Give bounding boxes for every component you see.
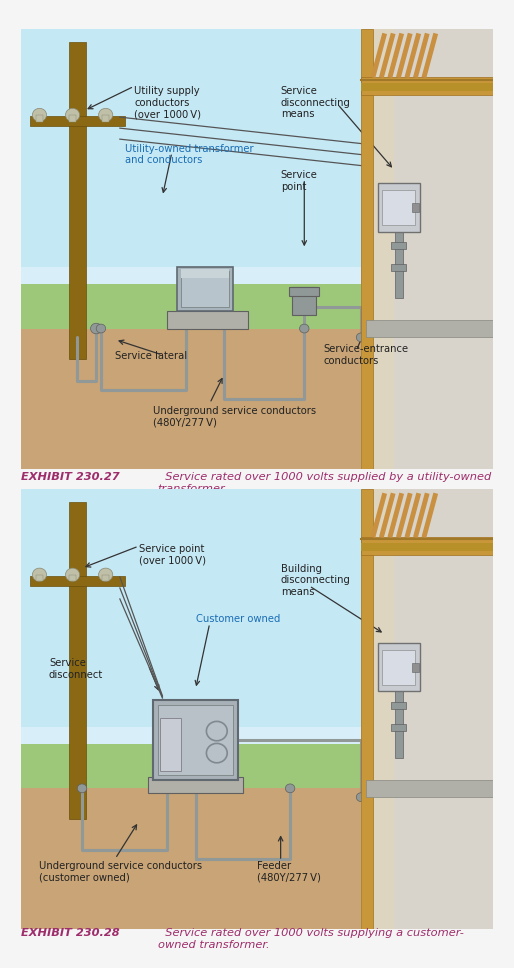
Bar bbox=[21, 29, 493, 285]
Bar bbox=[153, 700, 238, 779]
Bar bbox=[21, 727, 493, 744]
Bar bbox=[30, 116, 124, 126]
Bar bbox=[361, 489, 373, 929]
Bar bbox=[391, 242, 407, 249]
Bar bbox=[289, 287, 319, 295]
Bar bbox=[35, 575, 43, 582]
Bar bbox=[148, 777, 243, 793]
Circle shape bbox=[90, 323, 102, 334]
Bar bbox=[361, 489, 493, 929]
Circle shape bbox=[356, 333, 366, 342]
Bar bbox=[160, 718, 181, 771]
Circle shape bbox=[99, 568, 113, 582]
Bar bbox=[361, 537, 493, 555]
Bar bbox=[361, 77, 493, 95]
Bar bbox=[21, 285, 493, 328]
Bar bbox=[391, 724, 407, 731]
Text: Utility-owned transformer
and conductors: Utility-owned transformer and conductors bbox=[124, 143, 253, 166]
Text: Service lateral: Service lateral bbox=[115, 350, 187, 360]
Bar bbox=[181, 271, 229, 307]
Bar bbox=[30, 576, 124, 586]
Bar bbox=[167, 311, 248, 328]
Bar bbox=[378, 183, 420, 231]
Circle shape bbox=[65, 108, 80, 122]
Circle shape bbox=[285, 784, 295, 793]
Circle shape bbox=[77, 784, 87, 793]
Text: Service
disconnecting
means: Service disconnecting means bbox=[281, 86, 351, 119]
Bar bbox=[21, 788, 493, 929]
Text: Service
point: Service point bbox=[281, 170, 318, 192]
Bar bbox=[412, 203, 419, 212]
Circle shape bbox=[356, 793, 366, 802]
Circle shape bbox=[32, 568, 47, 582]
Text: Service rated over 1000 volts supplied by a utility-owned
transformer.: Service rated over 1000 volts supplied b… bbox=[158, 472, 491, 494]
Bar bbox=[177, 267, 233, 311]
Text: Service point
(over 1000 V): Service point (over 1000 V) bbox=[139, 544, 206, 565]
Circle shape bbox=[65, 568, 80, 582]
Text: Feeder
(480Y/277 V): Feeder (480Y/277 V) bbox=[257, 861, 321, 883]
Text: EXHIBIT 230.28: EXHIBIT 230.28 bbox=[21, 928, 119, 938]
Bar bbox=[395, 229, 402, 298]
Bar bbox=[382, 650, 415, 684]
Bar bbox=[395, 689, 402, 758]
Bar bbox=[102, 575, 109, 582]
Bar bbox=[361, 83, 493, 91]
Bar bbox=[292, 287, 316, 316]
Bar bbox=[69, 502, 86, 819]
Bar bbox=[361, 29, 373, 469]
Bar bbox=[394, 489, 493, 929]
Bar bbox=[69, 43, 86, 359]
Text: Service rated over 1000 volts supplying a customer-
owned transformer.: Service rated over 1000 volts supplying … bbox=[158, 928, 464, 950]
Text: Building
disconnecting
means: Building disconnecting means bbox=[281, 563, 351, 597]
Bar bbox=[366, 319, 493, 337]
Bar bbox=[21, 489, 493, 744]
Bar bbox=[21, 267, 493, 285]
Circle shape bbox=[99, 108, 113, 122]
Text: Underground service conductors
(customer owned): Underground service conductors (customer… bbox=[40, 861, 203, 883]
Text: Utility supply
conductors
(over 1000 V): Utility supply conductors (over 1000 V) bbox=[134, 86, 201, 119]
Circle shape bbox=[300, 324, 309, 333]
Bar bbox=[382, 190, 415, 225]
Text: EXHIBIT 230.27: EXHIBIT 230.27 bbox=[21, 472, 119, 482]
Bar bbox=[391, 702, 407, 709]
Bar bbox=[361, 543, 493, 551]
Bar bbox=[35, 115, 43, 122]
Text: Customer owned: Customer owned bbox=[195, 615, 280, 624]
Bar bbox=[394, 29, 493, 469]
Circle shape bbox=[96, 324, 106, 333]
Bar bbox=[69, 575, 77, 582]
Bar bbox=[21, 744, 493, 788]
Bar bbox=[378, 643, 420, 691]
Bar bbox=[102, 115, 109, 122]
Bar bbox=[391, 264, 407, 271]
Text: Service
disconnect: Service disconnect bbox=[49, 658, 103, 680]
Bar bbox=[158, 705, 233, 775]
Bar bbox=[361, 29, 493, 469]
Circle shape bbox=[32, 108, 47, 122]
Bar bbox=[181, 269, 229, 278]
Bar bbox=[69, 115, 77, 122]
Bar bbox=[21, 328, 493, 469]
Text: Underground service conductors
(480Y/277 V): Underground service conductors (480Y/277… bbox=[153, 406, 316, 427]
Bar bbox=[366, 779, 493, 798]
Text: Service-entrance
conductors: Service-entrance conductors bbox=[323, 344, 408, 366]
Bar bbox=[412, 663, 419, 672]
